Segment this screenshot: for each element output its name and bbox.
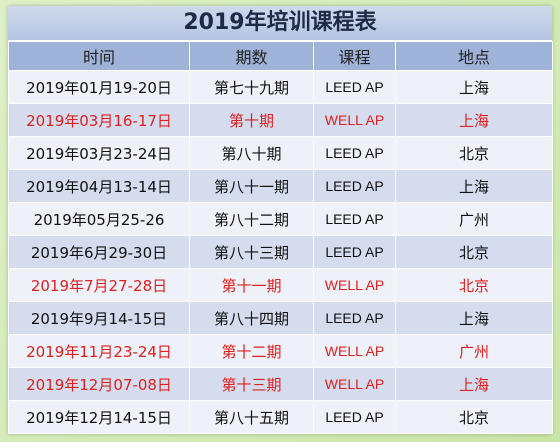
- location-cell: 广州: [395, 334, 553, 368]
- date-cell: 2019年12月07-08日: [8, 367, 190, 401]
- table-row: 2019年04月13-14日 第八十一期 LEED AP 上海: [8, 169, 553, 203]
- course-cell: WELL AP: [313, 103, 396, 137]
- schedule-table-frame: 2019年培训课程表 时间 期数 课程 地点 2019年01月19-20日 第七十…: [8, 6, 553, 434]
- course-cell: WELL AP: [313, 334, 396, 368]
- location-cell: 上海: [395, 301, 553, 335]
- date-cell: 2019年01月19-20日: [8, 70, 190, 104]
- table-row: 2019年12月07-08日 第十三期 WELL AP 上海: [8, 367, 553, 401]
- location-cell: 上海: [395, 70, 553, 104]
- header-course: 课程: [313, 41, 396, 71]
- location-cell: 北京: [395, 400, 553, 434]
- table-row: 2019年6月29-30日 第八十三期 LEED AP 北京: [8, 235, 553, 269]
- session-cell: 第十一期: [189, 268, 314, 302]
- session-cell: 第八十三期: [189, 235, 314, 269]
- course-cell: LEED AP: [313, 202, 396, 236]
- header-date: 时间: [8, 41, 190, 71]
- course-cell: LEED AP: [313, 301, 396, 335]
- date-cell: 2019年03月16-17日: [8, 103, 190, 137]
- session-cell: 第十三期: [189, 367, 314, 401]
- session-cell: 第十二期: [189, 334, 314, 368]
- header-session: 期数: [189, 41, 314, 71]
- course-cell: LEED AP: [313, 136, 396, 170]
- location-cell: 上海: [395, 103, 553, 137]
- location-cell: 北京: [395, 235, 553, 269]
- table-row: 2019年7月27-28日 第十一期 WELL AP 北京: [8, 268, 553, 302]
- schedule-title: 2019年培训课程表: [8, 6, 552, 41]
- table-row: 2019年03月23-24日 第八十期 LEED AP 北京: [8, 136, 553, 170]
- location-cell: 广州: [395, 202, 553, 236]
- date-cell: 2019年05月25-26: [8, 202, 190, 236]
- session-cell: 第七十九期: [189, 70, 314, 104]
- location-cell: 北京: [395, 268, 553, 302]
- table-row: 2019年01月19-20日 第七十九期 LEED AP 上海: [8, 70, 553, 104]
- location-cell: 北京: [395, 136, 553, 170]
- date-cell: 2019年03月23-24日: [8, 136, 190, 170]
- session-cell: 第八十期: [189, 136, 314, 170]
- table-row: 2019年03月16-17日 第十期 WELL AP 上海: [8, 103, 553, 137]
- course-cell: WELL AP: [313, 367, 396, 401]
- date-cell: 2019年11月23-24日: [8, 334, 190, 368]
- date-cell: 2019年12月14-15日: [8, 400, 190, 434]
- date-cell: 2019年9月14-15日: [8, 301, 190, 335]
- table-row: 2019年05月25-26 第八十二期 LEED AP 广州: [8, 202, 553, 236]
- table-row: 2019年12月14-15日 第八十五期 LEED AP 北京: [8, 400, 553, 434]
- course-cell: WELL AP: [313, 268, 396, 302]
- header-row: 时间 期数 课程 地点: [8, 41, 553, 71]
- session-cell: 第八十二期: [189, 202, 314, 236]
- date-cell: 2019年04月13-14日: [8, 169, 190, 203]
- course-cell: LEED AP: [313, 235, 396, 269]
- course-cell: LEED AP: [313, 169, 396, 203]
- date-cell: 2019年7月27-28日: [8, 268, 190, 302]
- header-location: 地点: [395, 41, 553, 71]
- session-cell: 第十期: [189, 103, 314, 137]
- course-cell: LEED AP: [313, 70, 396, 104]
- table-row: 2019年9月14-15日 第八十四期 LEED AP 上海: [8, 301, 553, 335]
- table-row: 2019年11月23-24日 第十二期 WELL AP 广州: [8, 334, 553, 368]
- schedule-table: 时间 期数 课程 地点 2019年01月19-20日 第七十九期 LEED AP 上海…: [8, 41, 553, 434]
- location-cell: 上海: [395, 169, 553, 203]
- date-cell: 2019年6月29-30日: [8, 235, 190, 269]
- location-cell: 上海: [395, 367, 553, 401]
- course-cell: LEED AP: [313, 400, 396, 434]
- session-cell: 第八十四期: [189, 301, 314, 335]
- session-cell: 第八十五期: [189, 400, 314, 434]
- session-cell: 第八十一期: [189, 169, 314, 203]
